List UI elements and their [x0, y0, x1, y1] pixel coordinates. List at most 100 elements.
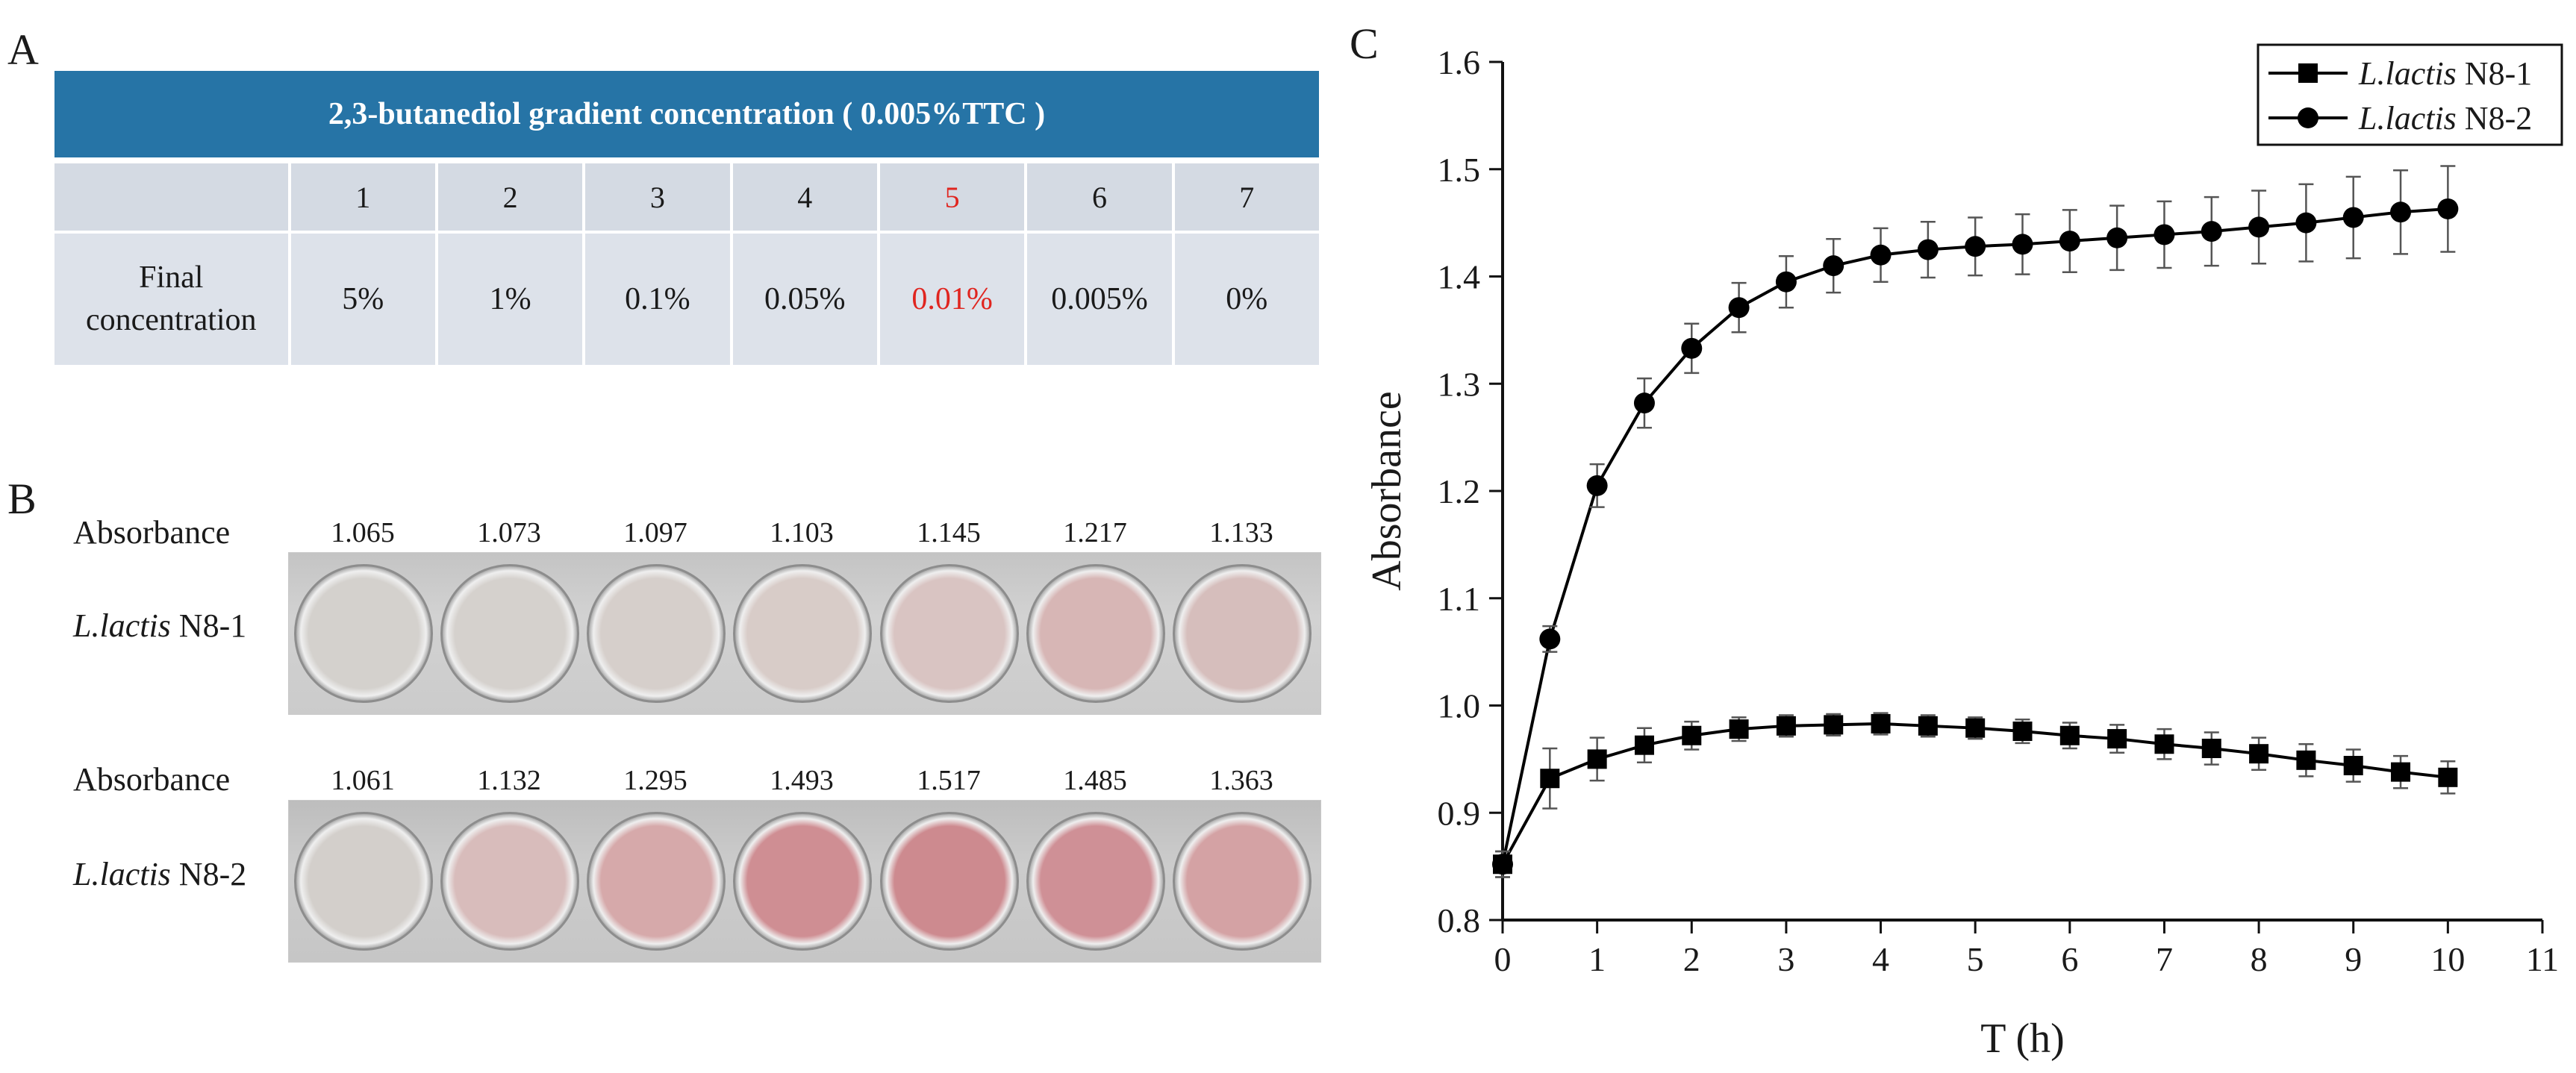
- row-label-line2: concentration: [85, 303, 257, 337]
- data-point: [1965, 718, 1986, 738]
- strain-label-n8-2-suffix: N8-2: [170, 856, 247, 892]
- concentration-value-7: 0%: [1171, 234, 1319, 365]
- x-tick-label: 10: [2430, 940, 2465, 978]
- data-point: [2295, 212, 2317, 234]
- data-point: [1775, 271, 1797, 293]
- concentration-value-1: 5%: [287, 234, 435, 365]
- data-point: [1492, 854, 1513, 875]
- data-point: [1729, 719, 1749, 739]
- well: [440, 564, 579, 703]
- strain-label-n8-1-suffix: N8-1: [170, 607, 247, 644]
- column-number-1: 1: [287, 163, 435, 234]
- absorbance-value: 1.073: [477, 517, 541, 548]
- x-tick-label: 7: [2156, 940, 2173, 978]
- well: [1173, 564, 1312, 703]
- chart-axes: 0 1 2 3 4 5 6 7 8 9 10 11 0.8 0.9 1.0 1.1 1.2 1.3 1.4 1.5 1.…: [1438, 43, 2560, 978]
- legend-marker: [2298, 63, 2318, 83]
- y-tick-label: 0.8: [1438, 901, 1481, 939]
- x-tick-label: 0: [1494, 940, 1512, 978]
- absorbance-value: 1.493: [770, 765, 834, 796]
- well: [1026, 564, 1165, 703]
- y-axis-label: Absorbance: [1364, 391, 1410, 590]
- panel-label-c: C: [1350, 19, 1379, 68]
- data-point: [1728, 297, 1750, 319]
- data-point: [2059, 231, 2080, 252]
- legend-entry-1: L.lactis N8-1: [2268, 55, 2532, 92]
- legend-label-genus: L.lactis: [2358, 100, 2457, 137]
- column-number-3: 3: [582, 163, 730, 234]
- data-point: [1587, 749, 1607, 769]
- data-point: [2154, 224, 2175, 245]
- column-number-5: 5: [876, 163, 1025, 234]
- well: [440, 812, 579, 951]
- data-point: [2012, 722, 2033, 741]
- legend-label-genus: L.lactis: [2358, 55, 2457, 92]
- y-tick-label: 0.9: [1438, 794, 1481, 832]
- legend-entry-2: L.lactis N8-2: [2268, 100, 2532, 137]
- y-tick-label: 1.6: [1438, 43, 1481, 81]
- data-point: [1918, 716, 1938, 736]
- x-tick-label: 3: [1777, 940, 1794, 978]
- absorbance-value: 1.097: [623, 517, 687, 548]
- panel-label-b: B: [7, 475, 37, 523]
- strain-label-n8-2: L.lactis N8-2: [73, 855, 246, 893]
- well: [294, 564, 433, 703]
- column-number-2: 2: [434, 163, 583, 234]
- row-label-line1: Final: [139, 260, 204, 295]
- chart-series: [1492, 165, 2459, 878]
- legend-label-suffix: N8-1: [2457, 55, 2532, 92]
- x-tick-label: 8: [2251, 940, 2268, 978]
- data-point: [2342, 207, 2364, 228]
- data-point: [1917, 239, 1939, 260]
- data-point: [1586, 475, 1608, 496]
- table-corner-cell: [54, 163, 288, 234]
- absorbance-time-chart: C 0 1 2 3 4 5 6 7 8 9 10 11 0.8 0.9 1.0 1.1 1.2 1.3 1.4 1.5…: [1350, 19, 2563, 1062]
- y-tick-label: 1.3: [1438, 365, 1481, 403]
- data-point: [2059, 725, 2080, 745]
- x-tick-label: 9: [2345, 940, 2362, 978]
- data-point: [1870, 244, 1892, 266]
- data-point: [1824, 715, 1844, 735]
- well-plate-n8-1: [288, 552, 1321, 715]
- absorbance-value: 1.133: [1209, 517, 1273, 548]
- data-point: [2248, 216, 2270, 238]
- well: [294, 812, 433, 951]
- x-tick-label: 11: [2526, 940, 2559, 978]
- x-axis-label: T (h): [1980, 1016, 2065, 1062]
- panel-label-a: A: [7, 25, 39, 74]
- data-point: [2154, 734, 2174, 754]
- absorbance-value: 1.517: [917, 765, 981, 796]
- absorbance-label-n8-1: Absorbance: [73, 514, 231, 551]
- data-point: [1540, 769, 1560, 789]
- data-point: [2012, 234, 2033, 255]
- strain-label-n8-1-genus: L.lactis: [73, 607, 171, 644]
- legend-label: L.lactis N8-2: [2358, 100, 2532, 137]
- data-point: [2390, 201, 2412, 223]
- absorbance-value: 1.145: [917, 517, 981, 548]
- absorbance-value: 1.363: [1209, 765, 1273, 796]
- row-label-final-concentration: Final concentration: [54, 234, 288, 365]
- absorbance-value: 1.103: [770, 517, 834, 548]
- well: [733, 812, 872, 951]
- series-1: [1493, 712, 2458, 878]
- data-point: [2201, 221, 2222, 243]
- concentration-value-4: 0.05%: [729, 234, 877, 365]
- legend-label-suffix: N8-2: [2457, 100, 2532, 137]
- strain-label-n8-1: L.lactis N8-1: [73, 607, 246, 645]
- data-point: [2437, 198, 2459, 219]
- absorbance-label-n8-2: Absorbance: [73, 761, 231, 798]
- series-2: [1492, 165, 2459, 878]
- y-tick-label: 1.0: [1438, 687, 1481, 725]
- data-point: [2249, 744, 2269, 764]
- data-point: [1871, 713, 1891, 733]
- concentration-value-5: 0.01%: [876, 234, 1025, 365]
- well: [587, 812, 726, 951]
- well: [1173, 812, 1312, 951]
- chart-legend: L.lactis N8-1L.lactis N8-2: [2257, 43, 2563, 146]
- legend-marker: [2298, 107, 2318, 128]
- x-tick-label: 6: [2061, 940, 2078, 978]
- concentration-table: 2,3-butanediol gradient concentration ( …: [54, 71, 1319, 365]
- table-header: 2,3-butanediol gradient concentration ( …: [54, 71, 1319, 163]
- data-point: [1633, 392, 1655, 414]
- legend-label: L.lactis N8-1: [2358, 55, 2532, 92]
